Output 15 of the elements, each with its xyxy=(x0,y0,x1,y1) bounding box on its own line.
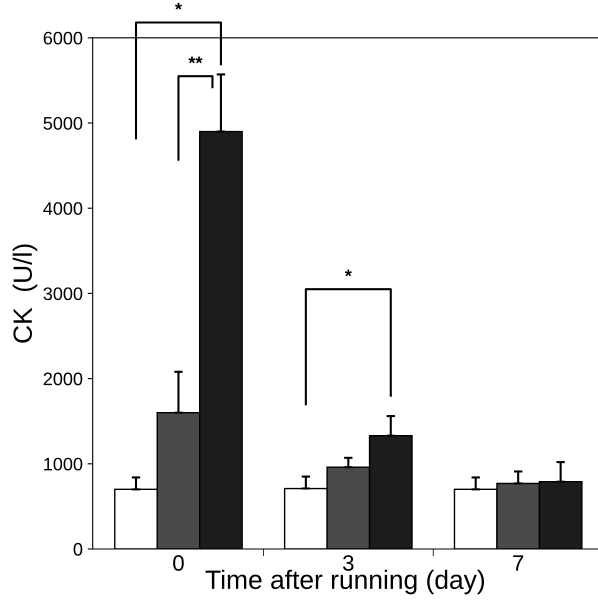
x-axis-title: Time after running (day) xyxy=(206,570,484,594)
annotation: ** xyxy=(188,56,202,64)
y-axis-title: CK (U/l) xyxy=(12,244,38,343)
x-tick-label: 3 xyxy=(342,555,354,571)
y-tick-label: 5000 xyxy=(44,116,82,130)
y-tick-label: 0 xyxy=(74,542,82,556)
x-tick-label: 0 xyxy=(173,555,184,571)
y-tick-label: 3000 xyxy=(43,287,82,300)
y-tick-label: 4000 xyxy=(43,202,82,215)
x-tick-label: 7 xyxy=(513,555,524,571)
text: * xyxy=(175,2,182,10)
y-tick-label: 2000 xyxy=(44,372,82,386)
annotation: * xyxy=(344,270,352,276)
y-tick-label: 6000 xyxy=(44,32,82,45)
y-tick-label: 1000 xyxy=(44,458,82,471)
